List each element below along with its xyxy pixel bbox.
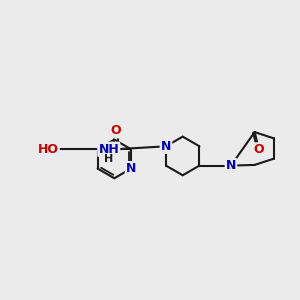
Text: N: N <box>126 162 136 175</box>
Text: N: N <box>161 140 171 153</box>
Text: O: O <box>111 124 121 137</box>
Text: H: H <box>104 154 113 164</box>
Text: O: O <box>254 143 264 157</box>
Text: NH: NH <box>98 143 119 156</box>
Text: HO: HO <box>38 143 58 156</box>
Text: N: N <box>226 159 236 172</box>
